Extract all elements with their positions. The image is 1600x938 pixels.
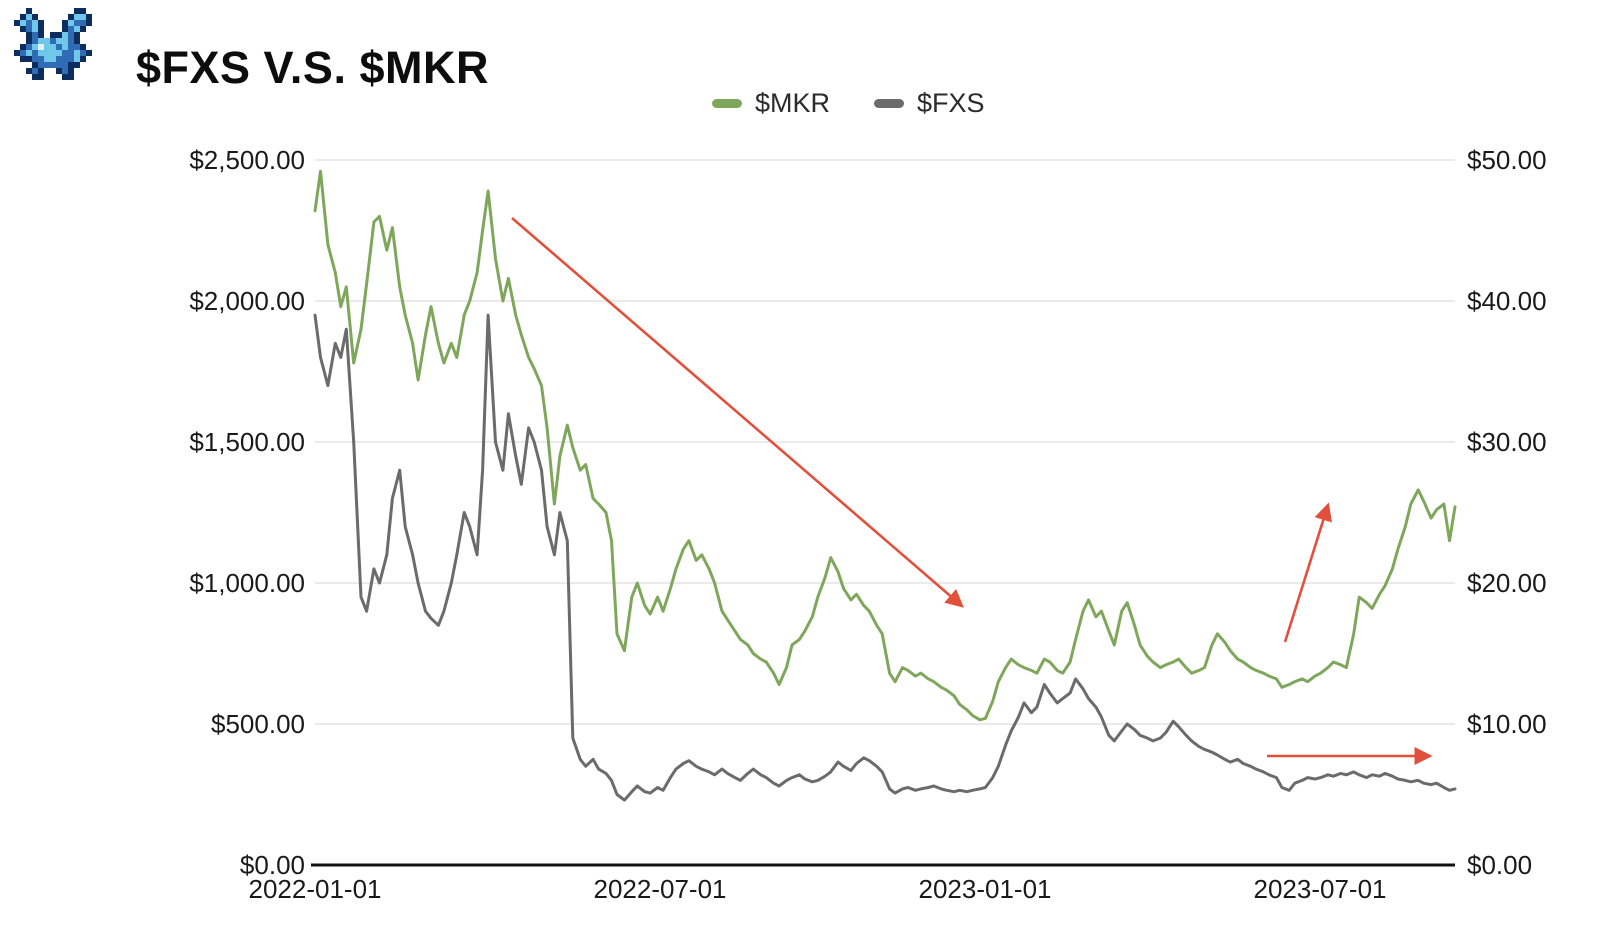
mkr-swatch-icon: [712, 99, 742, 108]
uptrend-arrow: [1283, 502, 1333, 643]
y-right-tick: $30.00: [1467, 427, 1547, 457]
pixel-dragon-logo: [14, 8, 92, 80]
y-right-tick: $20.00: [1467, 568, 1547, 598]
legend-label-fxs: $FXS: [917, 88, 985, 118]
legend-item-fxs: $FXS: [874, 88, 985, 119]
y-left-tick: $500.00: [211, 709, 305, 739]
y-right-tick: $0.00: [1467, 850, 1533, 880]
x-tick: 2022-01-01: [248, 874, 382, 904]
y-right-tick: $40.00: [1467, 286, 1547, 316]
fxs-swatch-icon: [874, 99, 905, 108]
y-left-tick: $1,000.00: [189, 568, 305, 598]
page-title: $FXS V.S. $MKR: [136, 42, 489, 94]
x-tick: 2023-01-01: [918, 874, 1052, 904]
mkr-series-line: [313, 169, 1457, 722]
y-left-tick: $0.00: [239, 850, 305, 880]
y-right-tick: $50.00: [1467, 145, 1547, 175]
downtrend-arrow: [511, 217, 964, 608]
x-tick: 2023-07-01: [1253, 874, 1387, 904]
chart-legend: $MKR $FXS: [712, 88, 985, 119]
y-right-tick: $10.00: [1467, 709, 1547, 739]
x-tick: 2022-07-01: [593, 874, 727, 904]
y-left-tick: $1,500.00: [189, 427, 305, 457]
y-left-tick: $2,500.00: [189, 145, 305, 175]
y-left-tick: $2,000.00: [189, 286, 305, 316]
fxs-series-line: [313, 313, 1457, 802]
legend-item-mkr: $MKR: [712, 88, 830, 119]
legend-label-mkr: $MKR: [755, 88, 831, 118]
